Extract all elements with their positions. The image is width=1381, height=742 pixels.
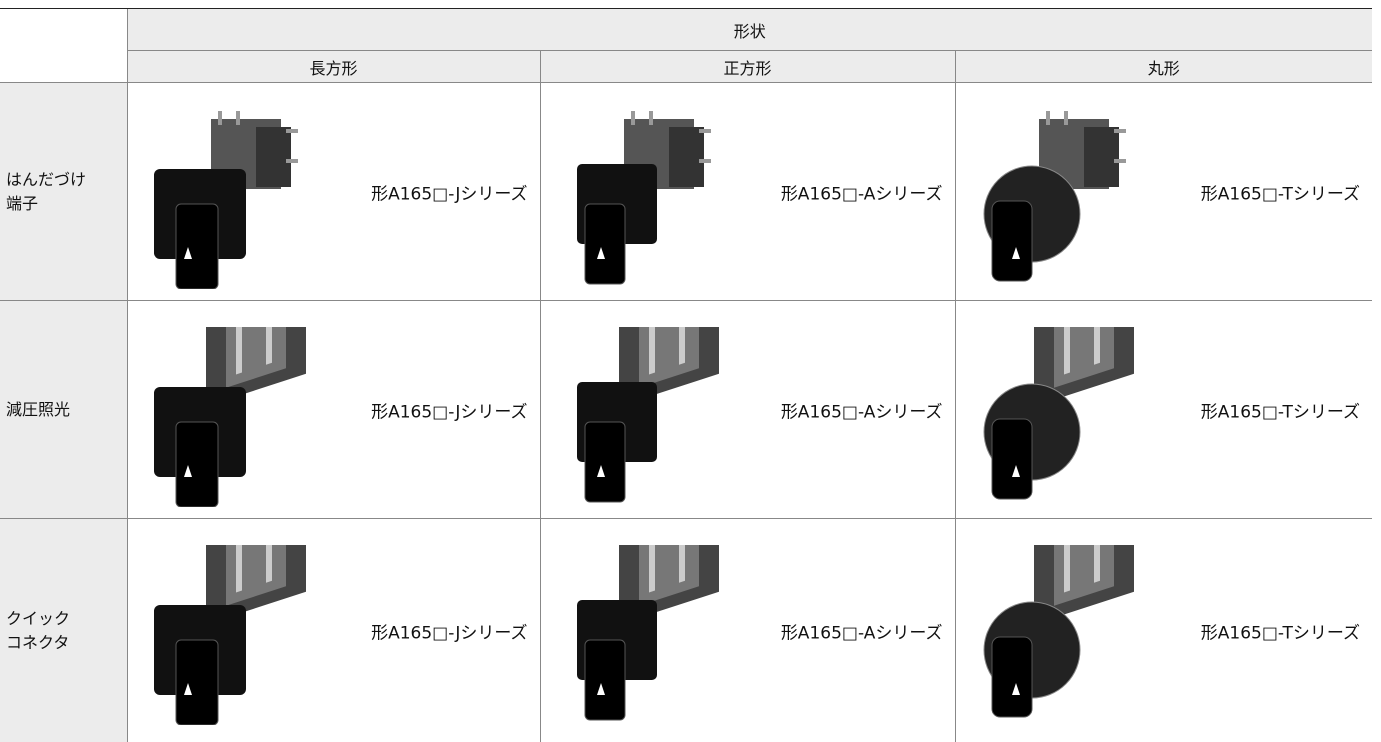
product-image [983,111,1126,282]
row-label-line: 減圧照光 [6,399,71,419]
header-row: 形状 [0,8,1373,83]
product-name: 形A165□-Jシリーズ [371,402,528,422]
row-label-line: クイック [6,608,71,628]
column-header: 長方形 [126,50,540,83]
column-header: 丸形 [954,50,1373,83]
table-row: クイックコネクタ 形A165□-Jシリーズ 形A165□-Aシリーズ 形A165□-T… [0,518,1373,742]
corner-cell [0,8,127,83]
row-label-line: はんだづけ [6,169,87,189]
product-name: 形A165□-Aシリーズ [780,184,943,204]
product-image [576,111,711,285]
product-image [153,327,306,507]
product-name: 形A165□-Aシリーズ [780,623,943,643]
table-row: はんだづけ端子 形A165□-Jシリーズ 形A165□-Aシリーズ 形A165□-Tシ… [0,82,1373,301]
row-label: はんだづけ 端子 [0,82,127,301]
header-title: 形状 [126,8,1373,51]
header-row: 長方形 正方形 丸形 [0,50,1373,83]
product-name: 形A165□-Jシリーズ [371,184,528,204]
product-cell: 形A165□-Aシリーズ [539,82,955,301]
product-cell: 形A165□-Aシリーズ [539,518,955,742]
product-image [983,327,1134,500]
product-name: 形A165□-Aシリーズ [780,402,943,422]
product-cell: 形A165□-Aシリーズ [539,300,955,519]
product-name: 形A165□-Tシリーズ [1200,402,1361,422]
row-label: クイック コネクタ [0,518,127,742]
row-label: 減圧照光 [0,300,127,519]
product-cell: 形A165□-Tシリーズ [954,82,1373,301]
row-label-line: 端子 [6,193,39,213]
column-header: 正方形 [539,50,955,83]
row-label-line: コネクタ [6,632,70,652]
product-image [576,545,719,721]
product-cell: 形A165□-Jシリーズ [126,518,540,742]
product-image [153,545,306,725]
product-cell: 形A165□-Jシリーズ [126,82,540,301]
product-image [576,327,719,503]
product-name: 形A165□-Tシリーズ [1200,623,1361,643]
product-table: 形状 長方形 正方形 丸形 はんだづけ 端子 形A165□-Jシリーズ 形A165□-Aシ… [0,8,1373,742]
product-cell: 形A165□-Tシリーズ [954,518,1373,742]
product-cell: 形A165□-Tシリーズ [954,300,1373,519]
product-name: 形A165□-Jシリーズ [371,623,528,643]
product-image [153,111,298,289]
product-image [983,545,1134,718]
table-row: 減圧照光 形A165□-Jシリーズ 形A165□-Aシリーズ 形A165□-Tシリーズ [0,300,1373,519]
product-name: 形A165□-Tシリーズ [1200,184,1361,204]
product-cell: 形A165□-Jシリーズ [126,300,540,519]
